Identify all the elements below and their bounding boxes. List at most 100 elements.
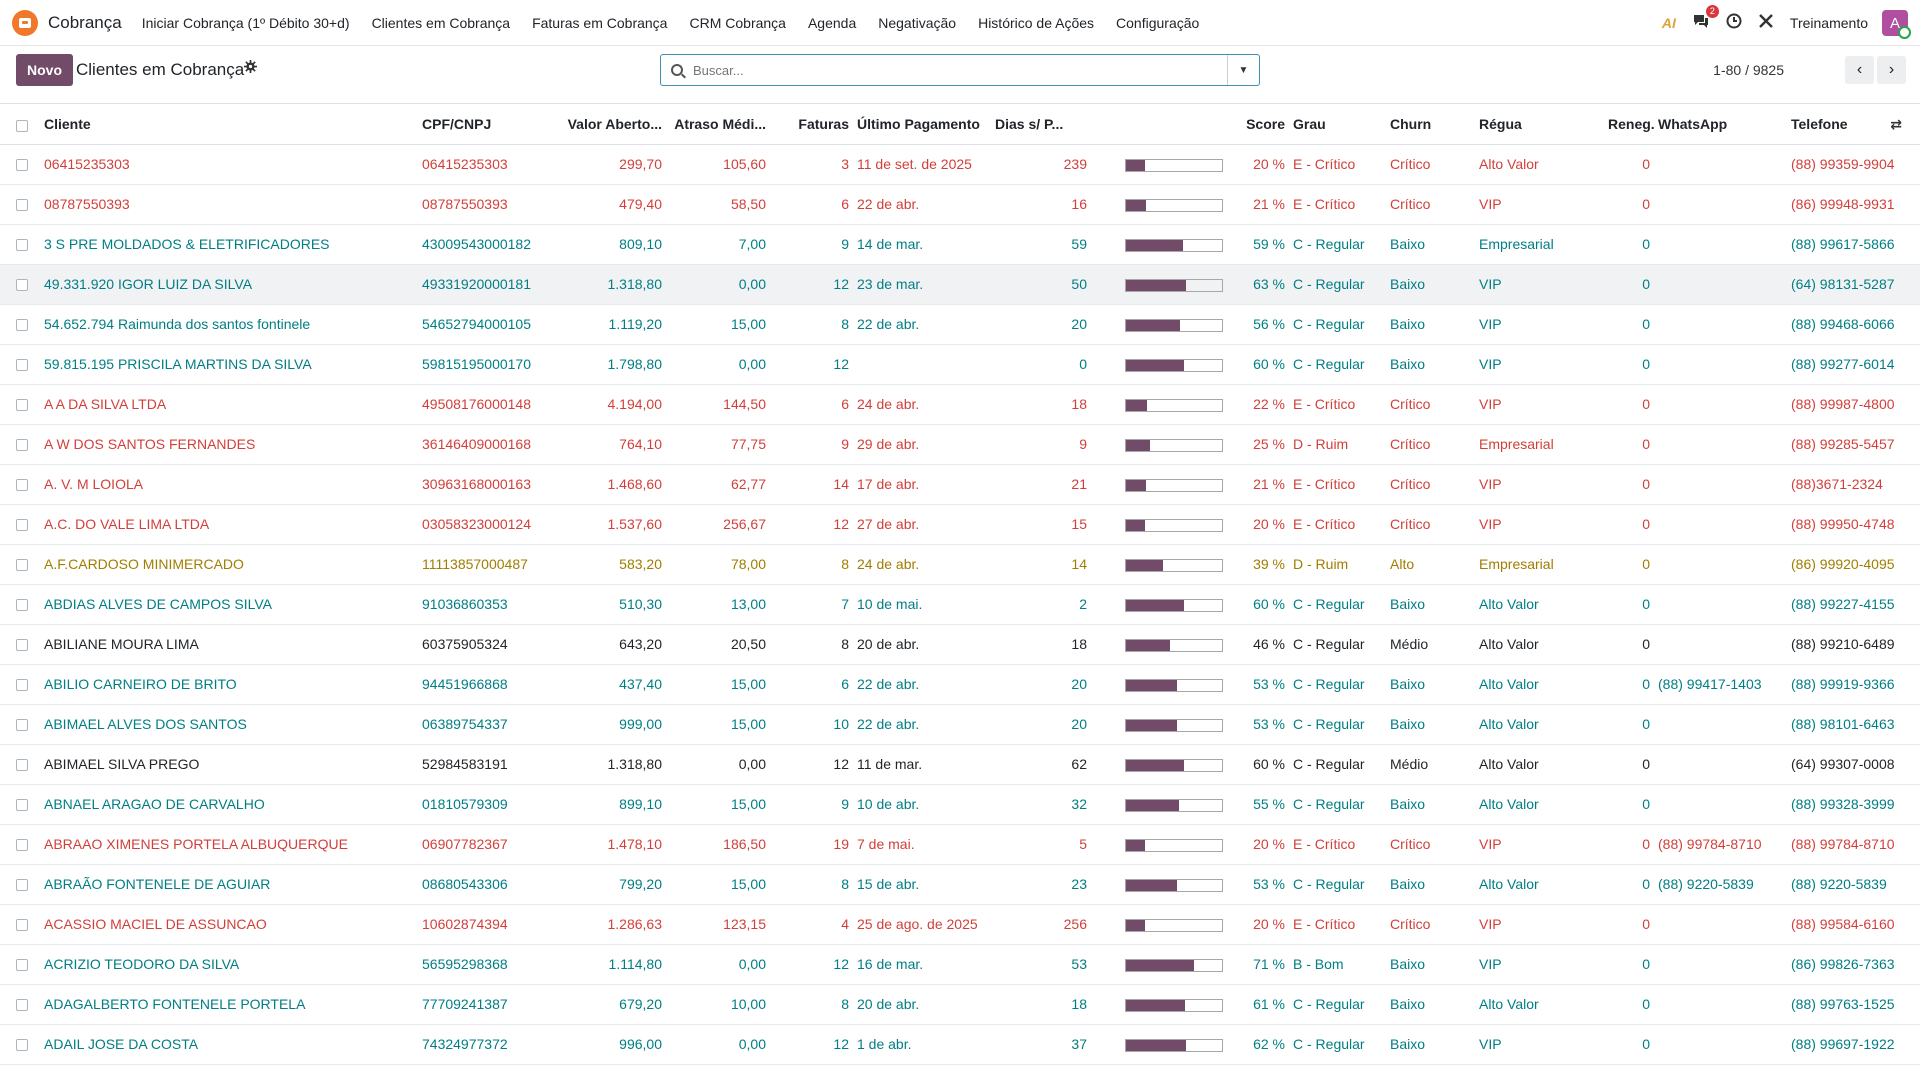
select-all-checkbox[interactable] [0,105,40,145]
cell-regua: VIP [1475,904,1604,945]
col-score-bar[interactable] [1125,105,1237,145]
table-row[interactable]: ACRIZIO TEODORO DA SILVA 56595298368 1.114… [0,944,1920,985]
table-row[interactable]: 08787550393 08787550393 479,40 58,50 6 22 de … [0,184,1920,225]
cell-reneg: 0 [1604,184,1654,225]
table-row[interactable]: ABIMAEL SILVA PREGO 52984583191 1.318,80 0,… [0,744,1920,785]
row-checkbox[interactable] [0,1024,40,1065]
row-checkbox[interactable] [0,944,40,985]
cell-churn: Crítico [1386,464,1475,505]
table-row[interactable]: ABRAÃO FONTENELE DE AGUIAR 08680543306 799… [0,864,1920,905]
row-checkbox[interactable] [0,144,40,185]
clock-icon[interactable] [1726,13,1742,33]
table-row[interactable]: A W DOS SANTOS FERNANDES 36146409000168 76… [0,424,1920,465]
cell-score: 53 % [1237,704,1289,745]
col-telefone[interactable]: Telefone ⇄ [1787,105,1920,145]
column-settings-icon[interactable]: ⇄ [1890,115,1902,132]
cell-ultimo-pagamento: 22 de abr. [853,664,991,705]
table-row[interactable]: 54.652.794 Raimunda dos santos fontinele… [0,304,1920,345]
table-row[interactable]: 49.331.920 IGOR LUIZ DA SILVA 49331920000… [0,264,1920,305]
col-cliente[interactable]: Cliente [40,105,418,145]
dropdown-icon[interactable]: ▼ [1227,55,1259,85]
col-valor-aberto[interactable]: Valor Aberto... [544,105,666,145]
row-checkbox[interactable] [0,704,40,745]
row-checkbox[interactable] [0,184,40,225]
col-cpf-cnpj[interactable]: CPF/CNPJ [418,105,544,145]
table-row[interactable]: ABDIAS ALVES DE CAMPOS SILVA 91036860353 5… [0,584,1920,625]
col-ultimo-pagamento[interactable]: Último Pagamento [853,105,991,145]
col-score[interactable]: Score [1237,105,1289,145]
app-icon[interactable] [12,9,38,36]
row-checkbox[interactable] [0,984,40,1025]
col-dias-sem-pagamento[interactable]: Dias s/ P... [991,105,1125,145]
row-checkbox[interactable] [0,744,40,785]
menu-iniciar-cobranca[interactable]: Iniciar Cobrança (1º Débito 30+d) [141,14,350,31]
menu-crm-cobranca[interactable]: CRM Cobrança [689,14,786,31]
chevron-left-icon[interactable]: ‹ [1845,56,1874,84]
row-checkbox[interactable] [0,664,40,705]
col-atraso-medio[interactable]: Atraso Médi... [666,105,770,145]
row-checkbox[interactable] [0,384,40,425]
table-row[interactable]: 3 S PRE MOLDADOS & ELETRIFICADORES 430095… [0,224,1920,265]
chevron-right-icon[interactable]: › [1877,56,1906,84]
table-row[interactable]: ABRAAO XIMENES PORTELA ALBUQUERQUE 069077… [0,824,1920,865]
menu-clientes-em-cobranca[interactable]: Clientes em Cobrança [371,14,511,31]
chat-icon[interactable]: 2 [1692,5,1719,33]
menu-negativacao[interactable]: Negativação [878,14,957,31]
row-checkbox[interactable] [0,344,40,385]
table-row[interactable]: ABILIANE MOURA LIMA 60375905324 643,20 20,5… [0,624,1920,665]
table-row[interactable]: A.F.CARDOSO MINIMERCADO 11113857000487 583… [0,544,1920,585]
row-checkbox[interactable] [0,464,40,505]
cell-regua: VIP [1475,184,1604,225]
row-checkbox[interactable] [0,224,40,265]
col-reneg[interactable]: Reneg. [1604,105,1654,145]
row-checkbox[interactable] [0,784,40,825]
score-progress-fill [1126,919,1146,931]
row-checkbox[interactable] [0,864,40,905]
menu-configuracao[interactable]: Configuração [1116,14,1200,31]
table-row[interactable]: A A DA SILVA LTDA 49508176000148 4.194,00 1… [0,384,1920,425]
table-row[interactable]: ADAGALBERTO FONTENELE PORTELA 77709241387… [0,984,1920,1025]
new-button[interactable]: Novo [16,54,73,86]
table-row[interactable]: ABIMAEL ALVES DOS SANTOS 06389754337 999,0… [0,704,1920,745]
row-checkbox[interactable] [0,824,40,865]
col-churn[interactable]: Churn [1386,105,1475,145]
search-input[interactable] [693,62,1213,78]
table-row[interactable]: A.C. DO VALE LIMA LTDA 03058323000124 1.53… [0,504,1920,545]
col-grau[interactable]: Grau [1289,105,1386,145]
row-checkbox[interactable] [0,264,40,305]
row-checkbox[interactable] [0,424,40,465]
cell-faturas: 12 [770,744,853,785]
row-checkbox[interactable] [0,504,40,545]
row-checkbox[interactable] [0,624,40,665]
col-faturas[interactable]: Faturas [770,105,853,145]
row-checkbox[interactable] [0,304,40,345]
col-regua[interactable]: Régua [1475,105,1604,145]
score-progress-fill [1126,1039,1186,1051]
avatar[interactable]: A [1882,10,1911,39]
table-row[interactable]: A. V. M LOIOLA 30963168000163 1.468,60 62,7… [0,464,1920,505]
pager-value[interactable]: 1-80 / 9825 [1713,62,1784,78]
gear-icon[interactable] [244,60,257,76]
cell-faturas: 12 [770,504,853,545]
col-whatsapp[interactable]: WhatsApp [1654,105,1787,145]
table-row[interactable]: ACASSIO MACIEL DE ASSUNCAO 10602874394 1.2… [0,904,1920,945]
table-row[interactable]: 59.815.195 PRISCILA MARTINS DA SILVA 5981… [0,344,1920,385]
score-progress-bar [1125,598,1223,612]
app-name[interactable]: Cobrança [48,12,122,32]
company-switcher[interactable]: Treinamento [1789,15,1868,31]
table-row[interactable]: 06415235303 06415235303 299,70 105,60 3 11 de… [0,144,1920,185]
row-checkbox[interactable] [0,904,40,945]
menu-faturas-em-cobranca[interactable]: Faturas em Cobrança [532,14,668,31]
ai-icon[interactable]: AI [1661,15,1676,31]
cell-telefone: (88) 99919-9366 [1787,664,1920,705]
table-row[interactable]: ABILIO CARNEIRO DE BRITO 94451966868 437,4… [0,664,1920,705]
table-row[interactable]: ADAIL JOSE DA COSTA 74324977372 996,00 0,00… [0,1024,1920,1065]
row-checkbox[interactable] [0,584,40,625]
table-row[interactable]: ABNAEL ARAGAO DE CARVALHO 01810579309 899,… [0,784,1920,825]
menu-agenda[interactable]: Agenda [807,14,857,31]
cell-cliente: ADAIL JOSE DA COSTA [40,1024,418,1065]
menu-historico-de-acoes[interactable]: Histórico de Ações [978,14,1095,31]
tools-icon[interactable] [1758,13,1774,33]
cell-cliente: 08787550393 [40,184,418,225]
row-checkbox[interactable] [0,544,40,585]
